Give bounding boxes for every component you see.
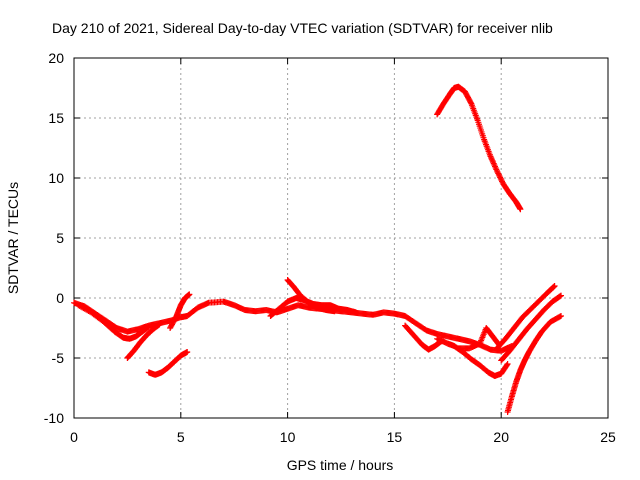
plot-frame: [73, 57, 609, 419]
y-tick-label: 5: [56, 230, 64, 246]
x-tick-labels: 0 5 10 15 20 25: [70, 429, 616, 445]
y-tick-label: -10: [44, 410, 64, 426]
x-tick-label: 20: [493, 429, 509, 445]
data-point: [184, 349, 191, 355]
data-point: [145, 323, 152, 330]
y-axis-label: SDTVAR / TECUs: [5, 182, 21, 294]
series-mid-upper: [267, 295, 359, 319]
x-tick-label: 0: [70, 429, 78, 445]
data-point: [499, 178, 506, 185]
y-tick-labels: -10 -5 0 5 10 15 20: [44, 50, 64, 426]
series-late-rise-a: [498, 292, 565, 364]
data-point: [503, 361, 510, 368]
data-point: [504, 361, 511, 367]
chart-title: Day 210 of 2021, Sidereal Day-to-day VTE…: [52, 20, 553, 36]
data-point: [558, 313, 565, 319]
series-late-mid: [455, 325, 503, 352]
series-late-lower: [434, 335, 511, 379]
series-early-short: [124, 321, 163, 361]
data-point: [517, 206, 524, 213]
grid: [74, 58, 608, 418]
x-tick-label: 10: [280, 429, 296, 445]
data-point: [551, 283, 558, 289]
y-tick-label: 20: [48, 50, 64, 66]
data-point: [186, 291, 193, 298]
data-point: [496, 173, 503, 180]
data-point: [493, 167, 500, 174]
data-point: [495, 170, 502, 177]
series-low-short: [145, 349, 191, 378]
y-tick-label: -5: [52, 350, 65, 366]
y-tick-label: 0: [56, 290, 64, 306]
series-early-rise: [167, 291, 193, 331]
data-point: [467, 99, 474, 106]
data-point: [352, 309, 359, 316]
y-tick-label: 15: [48, 110, 64, 126]
data-point: [156, 321, 163, 328]
data-point: [494, 169, 501, 176]
data-point: [497, 174, 504, 181]
series-late-steep: [504, 313, 565, 415]
y-tick-label: 10: [48, 170, 64, 186]
x-tick-label: 25: [600, 429, 616, 445]
data-point: [495, 171, 502, 178]
data-point: [498, 177, 505, 184]
x-tick-label: 15: [387, 429, 403, 445]
data-point: [497, 175, 504, 182]
series-late-rise-b: [493, 283, 558, 352]
series-upper-arc: [434, 83, 524, 213]
series-early-lower-dip: [75, 302, 152, 342]
data-points: [71, 83, 565, 415]
x-tick-label: 5: [177, 429, 185, 445]
data-point: [558, 292, 565, 299]
x-axis-label: GPS time / hours: [287, 457, 394, 473]
